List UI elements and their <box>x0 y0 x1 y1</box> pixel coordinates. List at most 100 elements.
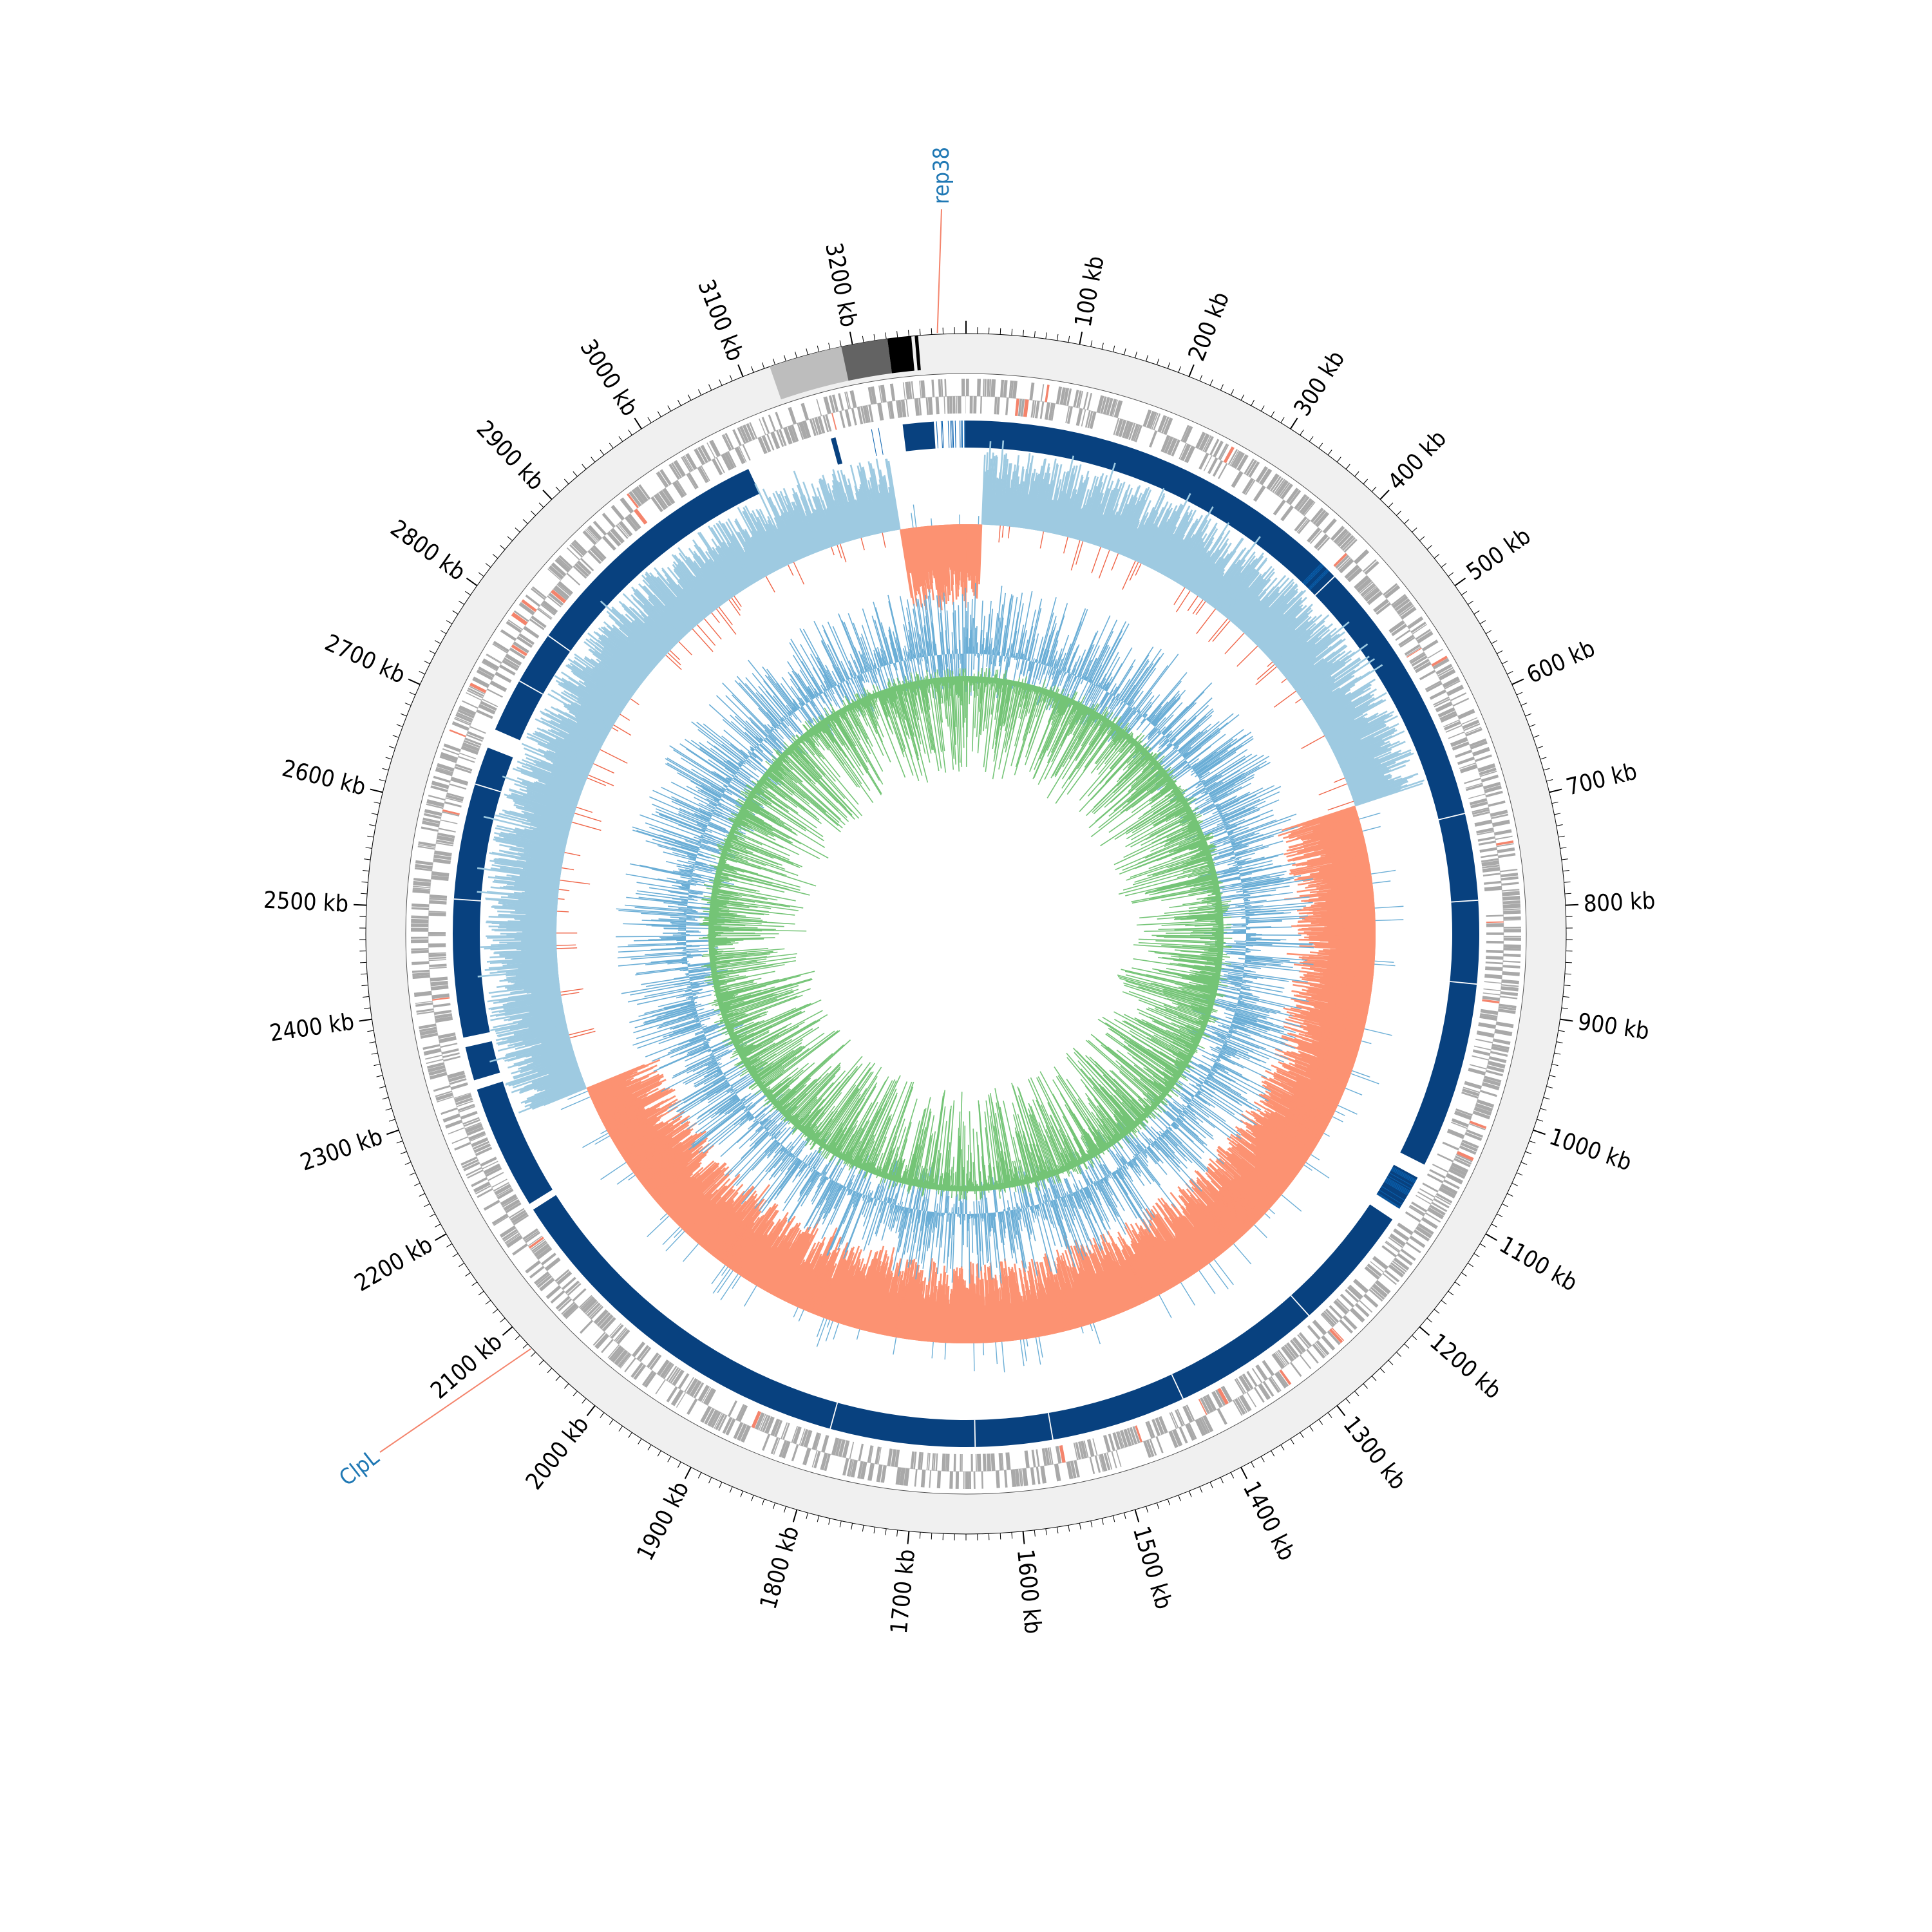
gene-feature <box>842 1440 850 1458</box>
minor-tick <box>1540 757 1547 760</box>
minor-tick <box>1079 1523 1081 1530</box>
gene-feature <box>779 429 787 446</box>
minor-tick <box>478 1291 484 1296</box>
gene-feature <box>1298 1332 1312 1347</box>
minor-tick <box>1220 384 1224 391</box>
minor-tick <box>931 1533 933 1540</box>
gene-feature <box>1149 430 1158 448</box>
gene-feature <box>572 541 586 555</box>
gene-feature <box>419 1029 438 1036</box>
gene-feature <box>594 1333 609 1349</box>
gene-feature <box>1399 605 1414 617</box>
minor-tick <box>1485 630 1492 634</box>
gene-feature <box>1255 1364 1268 1381</box>
gene-feature <box>1375 1280 1391 1294</box>
blast-fragment <box>1381 1186 1405 1201</box>
minor-tick <box>374 1063 381 1066</box>
minor-tick <box>1412 527 1417 533</box>
blast-fragment <box>1376 1193 1400 1209</box>
gene-feature <box>1273 499 1286 516</box>
gene-feature <box>687 472 699 489</box>
gene-feature <box>466 1167 482 1177</box>
blast-fragment <box>940 421 943 448</box>
gene-feature <box>428 912 446 916</box>
tick-label: 1300 kb <box>1338 1412 1411 1495</box>
gene-feature <box>1367 591 1383 605</box>
gene-feature <box>449 729 466 737</box>
gene-feature <box>1349 1307 1365 1323</box>
gene-feature <box>442 748 460 755</box>
minor-tick <box>677 1461 681 1468</box>
tick-label: 3000 kb <box>574 335 643 421</box>
gene-feature <box>1054 1463 1061 1482</box>
minor-tick <box>839 1520 842 1528</box>
gene-feature <box>776 430 784 448</box>
gene-feature <box>433 1003 451 1008</box>
gene-feature <box>513 641 529 654</box>
gene-feature <box>411 950 429 954</box>
gene-feature <box>1482 992 1501 996</box>
gene-feature <box>433 1009 452 1016</box>
gene-feature <box>1437 707 1455 718</box>
minor-tick <box>1251 399 1255 406</box>
gene-feature <box>1236 454 1249 471</box>
gene-feature <box>643 1372 657 1388</box>
minor-tick <box>435 640 441 644</box>
minor-tick <box>392 735 399 738</box>
gene-feature <box>1444 680 1461 690</box>
gene-feature <box>632 1341 646 1358</box>
gene-feature <box>482 1160 498 1170</box>
gene-feature <box>736 1423 748 1441</box>
minor-tick <box>459 1262 465 1267</box>
blast-block <box>902 421 936 451</box>
gene-feature <box>811 1450 818 1468</box>
minor-tick <box>1309 1426 1314 1432</box>
major-tick <box>737 364 744 377</box>
contig-bar <box>770 346 849 400</box>
gene-feature <box>1129 1426 1138 1444</box>
gene-feature <box>1419 1188 1435 1198</box>
contig-bars <box>770 335 921 400</box>
gene-feature <box>596 1312 611 1327</box>
minor-tick <box>396 724 403 727</box>
gene-feature <box>431 875 449 881</box>
gene-feature <box>1503 910 1521 914</box>
gene-feature <box>529 1265 545 1279</box>
gene-feature <box>1018 399 1023 417</box>
gene-feature <box>965 1471 970 1489</box>
gene-feature <box>738 446 747 462</box>
gene-feature <box>1469 1064 1487 1070</box>
gene-feature <box>565 1280 580 1294</box>
gene-feature <box>1500 991 1519 996</box>
gene-feature <box>537 608 552 620</box>
gene-feature <box>1296 518 1309 533</box>
gene-feature <box>1435 701 1453 713</box>
gene-feature <box>533 1243 551 1257</box>
gene-feature <box>994 397 998 415</box>
gene-feature <box>636 1345 650 1361</box>
gene-feature <box>1223 446 1235 464</box>
minor-tick <box>1135 352 1137 358</box>
gene-feature <box>926 1452 929 1470</box>
blast-break <box>1048 1412 1054 1440</box>
gene-feature <box>1248 461 1260 478</box>
gene-feature <box>1229 450 1240 466</box>
gene-feature <box>469 685 486 695</box>
gene-feature <box>1315 511 1329 527</box>
gene-feature <box>1415 629 1431 640</box>
gene-feature <box>1109 399 1117 417</box>
minor-tick <box>1280 417 1285 423</box>
minor-tick <box>1178 1495 1181 1502</box>
gene-feature <box>1475 1103 1493 1112</box>
gene-feature <box>1075 408 1083 426</box>
gene-feature <box>1452 741 1470 751</box>
gene-feature <box>1275 480 1289 497</box>
blast-fragment <box>952 421 954 448</box>
gene-feature <box>820 1452 828 1471</box>
gene-feature <box>1468 1123 1486 1131</box>
gene-feature <box>799 1428 806 1446</box>
gene-feature <box>415 864 433 869</box>
gene-feature <box>592 520 607 536</box>
gene-feature <box>1503 929 1521 933</box>
gene-feature <box>630 1362 644 1378</box>
